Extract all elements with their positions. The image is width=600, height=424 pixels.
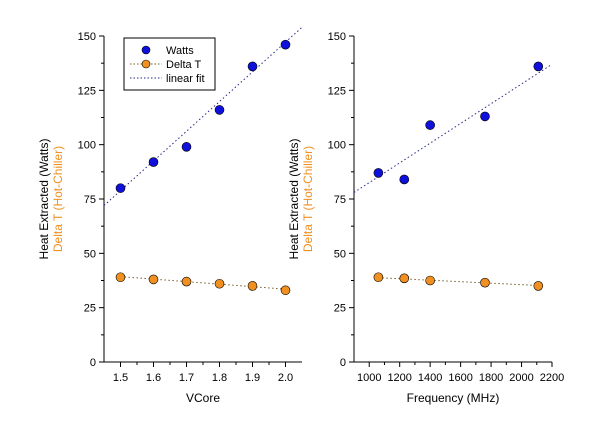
data-point-delta-t <box>148 274 159 285</box>
y-tick-label: 0 <box>340 357 346 369</box>
fit-line-watts <box>353 63 553 193</box>
data-point-watts <box>181 142 192 152</box>
legend-box <box>123 37 216 91</box>
y-tick-label: 150 <box>78 31 96 43</box>
fit-line-watts <box>103 26 303 206</box>
x-tick-label: 1600 <box>448 372 472 384</box>
fit-line-delta-t <box>120 276 286 290</box>
y-tick-label: 50 <box>84 248 96 260</box>
x-tick-label: 1.8 <box>212 372 227 384</box>
data-point-watts <box>115 183 126 193</box>
x-tick-label: 1.5 <box>113 372 128 384</box>
x-tick-label: 1400 <box>418 372 442 384</box>
y-tick-label: 75 <box>84 194 96 206</box>
data-point-watts <box>280 39 291 50</box>
data-point-watts <box>425 120 435 130</box>
x-axis-label: Frequency (MHz) <box>407 391 500 405</box>
legend: Watts Delta T linear fit <box>123 37 216 91</box>
data-point-watts <box>533 61 544 72</box>
data-point-watts <box>148 157 159 167</box>
chart-panel-vcore: 0 25 50 75 100 125 150 1.5 1.6 1.7 1.8 1.9 2.0 VCore H… <box>37 26 303 405</box>
data-point-watts <box>247 61 258 72</box>
legend-label-delta-t: Delta T <box>166 59 202 71</box>
data-point-delta-t <box>280 285 291 296</box>
x-tick-label: 2000 <box>509 372 533 384</box>
data-point-delta-t <box>247 281 258 291</box>
data-point-delta-t <box>533 281 544 291</box>
y-axis-label-watts: Heat Extracted (Watts) <box>287 139 301 260</box>
x-tick-label: 1.6 <box>146 372 161 384</box>
x-tick-label: 1800 <box>479 372 503 384</box>
y-tick-label: 125 <box>328 85 346 97</box>
data-point-watts <box>399 174 410 185</box>
data-point-delta-t <box>115 272 126 283</box>
y-tick-label: 25 <box>334 303 346 315</box>
data-point-delta-t <box>181 276 192 287</box>
y-axis-label-delta-t: Delta T (Hot-Chiller) <box>301 146 315 252</box>
y-tick-label: 125 <box>78 85 96 97</box>
data-point-delta-t <box>399 273 410 284</box>
x-tick-label: 1.9 <box>245 372 260 384</box>
data-point-watts <box>214 105 225 115</box>
data-point-watts <box>480 111 490 122</box>
y-tick-label: 25 <box>84 303 96 315</box>
y-tick-label: 100 <box>78 140 96 152</box>
y-tick-label: 50 <box>334 248 346 260</box>
x-tick-label: 2.0 <box>278 372 293 384</box>
data-point-delta-t <box>373 272 384 283</box>
y-tick-label: 75 <box>334 194 346 206</box>
y-axis-label-delta-t: Delta T (Hot-Chiller) <box>51 146 65 252</box>
legend-label-fit: linear fit <box>166 73 205 85</box>
fit-line-delta-t <box>378 277 539 286</box>
x-tick-label: 1.7 <box>179 372 194 384</box>
chart-panel-frequency: 0 25 50 75 100 125 150 1000 1200 1400 1600 1800 2000… <box>287 31 564 405</box>
y-tick-label: 100 <box>328 140 346 152</box>
data-point-delta-t <box>480 277 490 288</box>
y-tick-label: 0 <box>90 357 96 369</box>
x-tick-label: 1200 <box>387 372 411 384</box>
legend-marker-watts <box>141 45 151 55</box>
x-axis-label: VCore <box>186 391 220 405</box>
x-tick-label: 2200 <box>540 372 564 384</box>
y-tick-label: 150 <box>328 31 346 43</box>
data-point-watts <box>373 168 384 178</box>
data-point-delta-t <box>425 275 435 286</box>
legend-label-watts: Watts <box>166 45 194 57</box>
data-point-delta-t <box>214 278 225 289</box>
y-axis-label-watts: Heat Extracted (Watts) <box>37 139 51 260</box>
legend-marker-delta-t <box>141 59 151 69</box>
x-tick-label: 1000 <box>357 372 381 384</box>
